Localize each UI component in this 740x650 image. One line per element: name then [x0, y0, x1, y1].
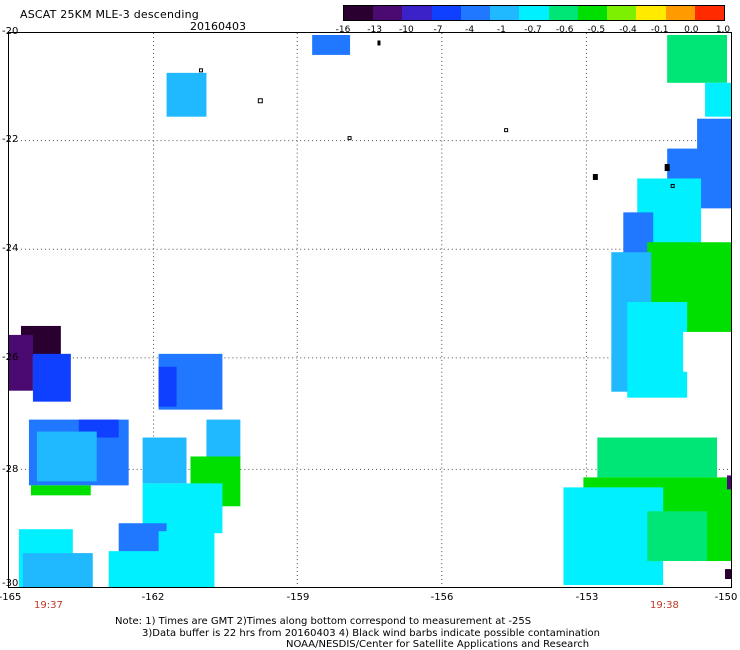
x-tick-label: -156	[430, 592, 454, 603]
colorbar-segment	[490, 6, 520, 20]
colorbar-label: -0.5	[587, 25, 606, 35]
y-tick-label: -30	[2, 578, 19, 589]
note-line-3: NOAA/NESDIS/Center for Satellite Applica…	[286, 639, 590, 650]
x-tick-label: -150	[714, 592, 738, 603]
colorbar-segment	[636, 6, 666, 20]
y-tick-label: -20	[2, 26, 19, 37]
colorbar-segment	[402, 6, 432, 20]
y-tick-label: -28	[2, 464, 19, 475]
data-cells	[9, 34, 731, 587]
colorbar-label: -4	[465, 25, 475, 35]
colorbar-segment	[373, 6, 403, 20]
x-tick-label: -162	[141, 592, 165, 603]
colorbar-label: -13	[367, 25, 383, 35]
colorbar-label: -0.4	[619, 25, 637, 35]
x-tick-label: -159	[286, 592, 310, 603]
graticule	[9, 33, 731, 587]
colorbar-labels: -16 -13 -10 -7 -4 -1 -0.7 -0.6 -0.5 -0.4 -0.1 0.0 1.…	[336, 25, 731, 37]
colorbar-label: -10	[398, 25, 414, 35]
map-plot[interactable]	[8, 32, 732, 588]
island-outlines	[198, 40, 675, 188]
colorbar-label: -0.1	[650, 25, 669, 35]
note-line-1: Note: 1) Times are GMT 2)Times along bot…	[115, 616, 532, 627]
x-tick-label: -153	[575, 592, 599, 603]
time-label-left: 19:37	[34, 600, 63, 611]
note-line-2: 3)Data buffer is 22 hrs from 20160403 4)…	[142, 628, 600, 639]
colorbar-segment	[431, 6, 461, 20]
time-label-right: 19:38	[650, 600, 679, 611]
colorbar-label: 0.0	[684, 25, 699, 35]
y-tick-label: -22	[2, 134, 19, 145]
colorbar-segment	[460, 6, 491, 20]
y-tick-label: -24	[2, 243, 19, 254]
colorbar-segment	[607, 6, 637, 20]
colorbar-label: -7	[433, 25, 443, 35]
colorbar-segment	[665, 6, 695, 20]
colorbar-label: -1	[496, 25, 506, 35]
map-date: 20160403	[190, 20, 246, 33]
colorbar-label: -0.6	[555, 25, 574, 35]
colorbar-label: -0.7	[524, 25, 542, 35]
colorbar	[343, 5, 725, 21]
map-title: ASCAT 25KM MLE-3 descending	[20, 8, 199, 21]
colorbar-segment	[548, 6, 578, 20]
y-tick-label: -26	[2, 352, 19, 363]
colorbar-segment	[577, 6, 608, 20]
x-tick-label: -165	[0, 592, 22, 603]
colorbar-label: 1.0	[715, 25, 731, 35]
colorbar-segment	[519, 6, 549, 20]
colorbar-segment	[344, 6, 374, 20]
colorbar-segment	[694, 6, 725, 20]
colorbar-label: -16	[335, 25, 351, 35]
